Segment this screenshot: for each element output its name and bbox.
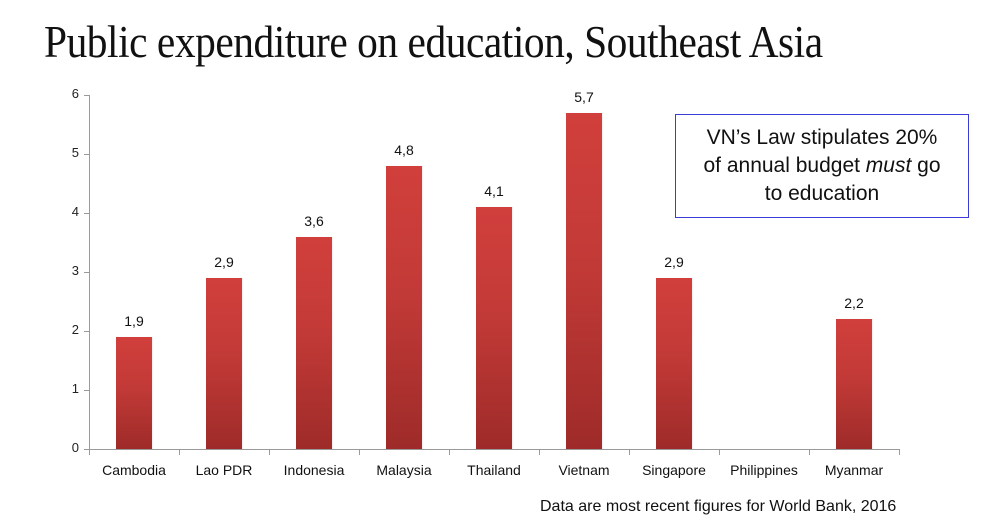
x-tick bbox=[449, 449, 450, 455]
y-tick bbox=[84, 449, 89, 450]
x-category-label: Indonesia bbox=[283, 462, 345, 478]
bar-value-label: 3,6 bbox=[304, 212, 324, 229]
bar-lao-pdr bbox=[206, 277, 242, 449]
x-tick bbox=[719, 449, 720, 455]
y-axis bbox=[89, 95, 90, 450]
y-tick-label: 1 bbox=[71, 381, 79, 396]
y-tick-label: 5 bbox=[71, 145, 79, 160]
bar-indonesia bbox=[296, 236, 332, 449]
x-category-label: Vietnam bbox=[558, 462, 610, 478]
chart-title: Public expenditure on education, Southea… bbox=[44, 17, 823, 67]
y-tick-label: 3 bbox=[71, 263, 79, 278]
x-category-label: Thailand bbox=[467, 462, 521, 478]
x-category-label: Philippines bbox=[730, 462, 798, 478]
x-tick bbox=[629, 449, 630, 455]
y-tick bbox=[84, 95, 89, 96]
bar-vietnam bbox=[566, 112, 602, 449]
x-tick bbox=[89, 449, 90, 455]
bar-singapore bbox=[656, 277, 692, 449]
bar-malaysia bbox=[386, 165, 422, 449]
x-axis bbox=[84, 449, 900, 450]
y-tick bbox=[84, 154, 89, 155]
x-tick bbox=[179, 449, 180, 455]
y-tick-label: 0 bbox=[71, 440, 79, 455]
x-tick bbox=[809, 449, 810, 455]
bar-value-label: 2,9 bbox=[214, 253, 234, 270]
annotation-emphasis: must bbox=[865, 154, 912, 177]
bar-value-label: 4,8 bbox=[394, 141, 414, 158]
bar-cambodia bbox=[116, 336, 152, 449]
y-tick bbox=[84, 331, 89, 332]
x-tick bbox=[539, 449, 540, 455]
x-tick bbox=[269, 449, 270, 455]
annotation-line-2: of annual budget must go bbox=[703, 152, 940, 180]
x-tick bbox=[359, 449, 360, 455]
source-note: Data are most recent figures for World B… bbox=[540, 498, 897, 515]
bar-thailand bbox=[476, 207, 512, 449]
y-tick-label: 4 bbox=[71, 204, 79, 219]
bar-value-label: 5,7 bbox=[574, 88, 594, 105]
bar-value-label: 1,9 bbox=[124, 312, 144, 329]
bar-value-label: 2,2 bbox=[844, 295, 864, 312]
x-category-label: Myanmar bbox=[824, 462, 884, 478]
x-category-label: Lao PDR bbox=[195, 462, 253, 478]
y-tick bbox=[84, 272, 89, 273]
x-category-label: Cambodia bbox=[102, 462, 166, 478]
annotation-line-1: VN’s Law stipulates 20% bbox=[706, 126, 938, 149]
y-tick bbox=[84, 390, 89, 391]
y-tick bbox=[84, 213, 89, 214]
annotation-line-3: to education bbox=[764, 182, 880, 205]
y-tick-label: 6 bbox=[71, 86, 79, 101]
bar-myanmar bbox=[836, 319, 872, 449]
annotation-box: VN’s Law stipulates 20% of annual budget… bbox=[675, 114, 969, 218]
x-tick bbox=[899, 449, 900, 455]
annotation-text: of annual budget bbox=[703, 154, 866, 177]
x-category-label: Malaysia bbox=[376, 462, 432, 478]
annotation-text: go bbox=[911, 154, 941, 177]
bar-value-label: 2,9 bbox=[664, 253, 684, 270]
y-tick-label: 2 bbox=[71, 322, 79, 337]
x-category-label: Singapore bbox=[642, 462, 706, 478]
bar-value-label: 4,1 bbox=[484, 183, 504, 200]
